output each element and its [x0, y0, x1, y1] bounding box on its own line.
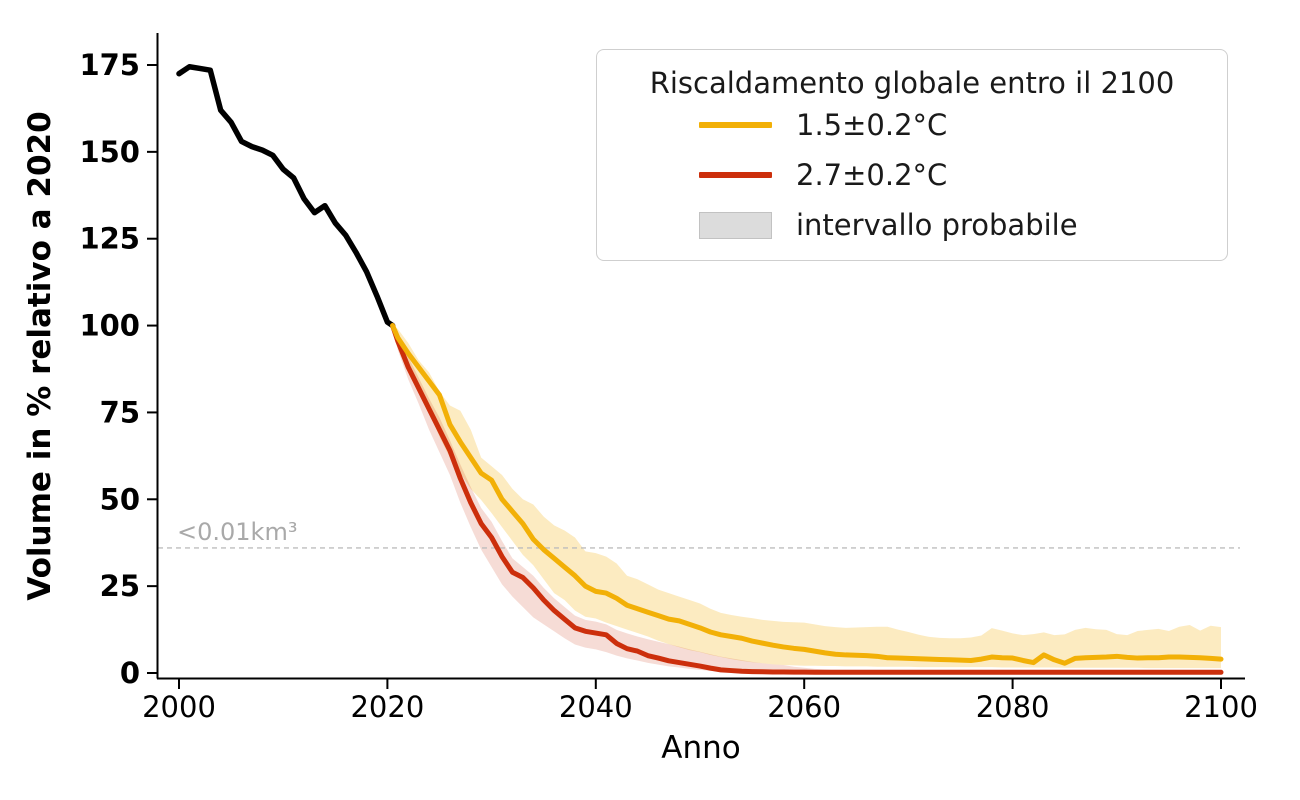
legend-row-probable-interval: intervallo probabile — [597, 200, 1227, 250]
line-s15 — [390, 323, 1224, 666]
legend-title: Riscaldamento globale entro il 2100 — [649, 66, 1175, 100]
y-tick-label: 125 — [79, 222, 140, 256]
y-tick-label: 100 — [79, 309, 140, 343]
legend-row-warming-2p7: 2.7±0.2°C — [597, 150, 1227, 200]
y-tick-label: 50 — [100, 482, 140, 516]
y-tick-label: 150 — [79, 135, 140, 169]
y-tick-label: 175 — [79, 48, 140, 82]
line-s27 — [390, 323, 1224, 675]
y-tick-label: 25 — [100, 569, 140, 603]
x-tick-label: 2040 — [559, 690, 633, 724]
x-tick-label: 2100 — [1184, 690, 1258, 724]
x-tick-label: 2060 — [767, 690, 841, 724]
threshold-label: <0.01km³ — [177, 518, 298, 546]
warming-1p5-line-swatch-icon — [699, 122, 772, 128]
x-tick-label: 2020 — [350, 690, 424, 724]
x-tick-label: 2080 — [976, 690, 1050, 724]
axis-spines — [156, 33, 1245, 680]
y-axis-label: Volume in % relativo a 2020 — [22, 111, 58, 601]
warming-2p7-line-swatch-icon — [699, 172, 772, 178]
legend-label-warming-2p7: 2.7±0.2°C — [796, 158, 948, 192]
legend-label-probable-interval: intervallo probabile — [796, 208, 1078, 242]
probable-interval-patch-swatch-icon — [699, 211, 772, 239]
legend: Riscaldamento globale entro il 2100 1.5±… — [596, 49, 1228, 261]
band-s15 — [392, 325, 1221, 669]
y-tick-label: 75 — [100, 395, 140, 429]
line-hist — [176, 63, 396, 329]
x-tick-label: 2000 — [142, 690, 216, 724]
legend-row-warming-1p5: 1.5±0.2°C — [597, 100, 1227, 150]
y-tick-label: 0 — [120, 656, 140, 690]
legend-label-warming-1p5: 1.5±0.2°C — [796, 108, 948, 142]
x-axis-label: Anno — [661, 730, 741, 766]
